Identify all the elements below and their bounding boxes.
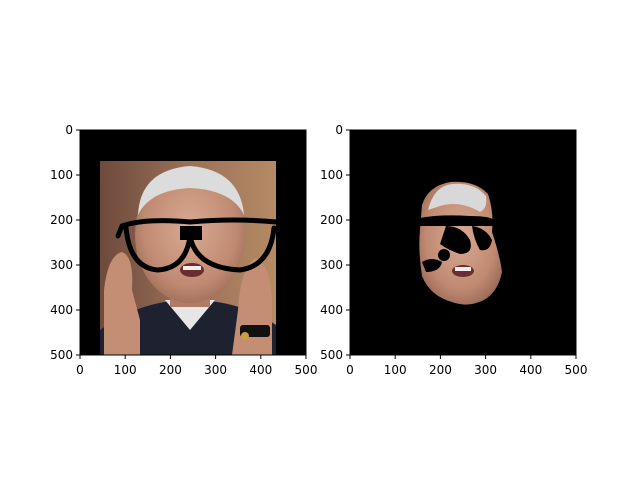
image-left: [80, 130, 306, 355]
x-tick-label: 300: [204, 363, 227, 377]
y-tick-label: 0: [335, 123, 343, 137]
y-tick-label: 100: [50, 168, 73, 182]
y-tick-label: 400: [320, 303, 343, 317]
y-tick-label: 500: [320, 348, 343, 362]
y-tick-label: 300: [320, 258, 343, 272]
teeth-segment: [455, 267, 471, 271]
y-tick-label: 200: [320, 213, 343, 227]
x-tick-label: 200: [159, 363, 182, 377]
y-tick-label: 500: [50, 348, 73, 362]
y-tick-label: 100: [320, 168, 343, 182]
y-tick-label: 0: [65, 123, 73, 137]
x-tick-label: 0: [346, 363, 354, 377]
x-tick-label: 400: [519, 363, 542, 377]
x-tick-label: 500: [565, 363, 588, 377]
x-tick-label: 200: [429, 363, 452, 377]
y-tick-label: 200: [50, 213, 73, 227]
x-tick-label: 300: [474, 363, 497, 377]
teeth: [183, 266, 201, 270]
watch-face: [241, 332, 249, 340]
x-tick-label: 0: [76, 363, 84, 377]
y-tick-label: 400: [50, 303, 73, 317]
x-tick-label: 100: [114, 363, 137, 377]
image-right: [350, 130, 576, 355]
x-tick-label: 400: [249, 363, 272, 377]
y-tick-label: 300: [50, 258, 73, 272]
glasses-bridge-left: [180, 226, 202, 240]
x-tick-label: 100: [384, 363, 407, 377]
x-tick-label: 500: [295, 363, 318, 377]
